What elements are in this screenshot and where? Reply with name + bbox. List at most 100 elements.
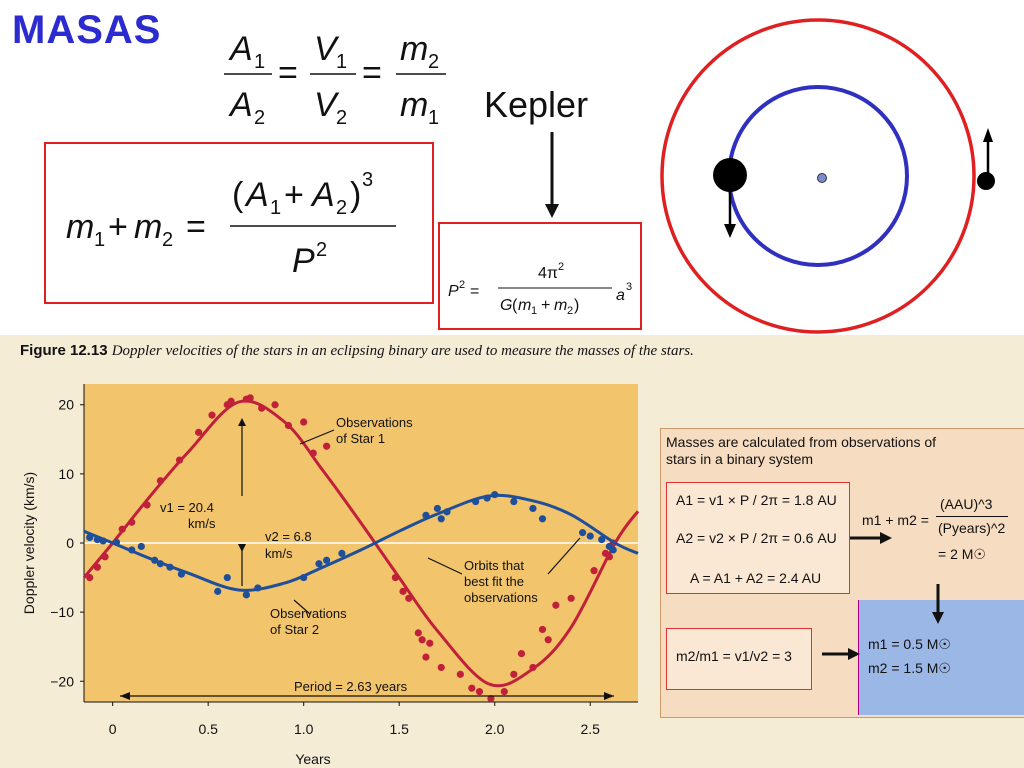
svg-text:+: +: [108, 208, 128, 246]
data-point-1: [456, 670, 464, 678]
svg-text:1: 1: [336, 51, 347, 73]
svg-text:G: G: [500, 297, 512, 314]
data-point-1: [284, 421, 293, 430]
data-point-1: [258, 404, 266, 412]
y-tick-label: 20: [58, 397, 74, 413]
data-point-1: [118, 525, 126, 533]
data-point-2: [137, 542, 145, 551]
data-point-2: [223, 573, 231, 582]
data-point-2: [177, 570, 186, 578]
svg-text:1: 1: [270, 197, 281, 219]
data-point-2: [323, 556, 331, 564]
data-point-1: [529, 663, 537, 672]
svg-text:A: A: [228, 30, 253, 68]
semi-major-axis-box: [666, 482, 850, 594]
mass-panel-title: Masses are calculated from observations …: [666, 434, 937, 467]
massive-star: [713, 158, 747, 192]
slide-title: MASAS: [12, 8, 162, 52]
data-point-2: [538, 515, 547, 523]
caption-text: Doppler velocities of the stars in an ec…: [111, 343, 694, 359]
data-point-2: [99, 537, 107, 545]
svg-text:=: =: [186, 208, 206, 246]
mass-ratio-equation: m2/m1 = v1/v2 = 3: [676, 648, 792, 664]
y-tick-label: −10: [50, 604, 74, 620]
m1-result: m1 = 0.5 M☉: [868, 636, 951, 652]
svg-text:+: +: [541, 297, 550, 314]
svg-text:A: A: [310, 176, 335, 214]
data-point-1: [309, 449, 317, 457]
svg-text:m: m: [554, 297, 567, 314]
svg-text:=: =: [278, 54, 298, 92]
data-point-1: [300, 418, 308, 426]
svg-text:): ): [574, 297, 579, 314]
data-point-2: [214, 587, 222, 595]
sum-mass-denominator: (Pyears)^2: [938, 520, 1006, 536]
mass-ratio-box: [666, 628, 812, 690]
figure-caption: Figure 12.13 Doppler velocities of the s…: [20, 342, 694, 360]
data-point-1: [538, 625, 547, 634]
data-point-2: [472, 497, 480, 506]
mass-result-panel: [858, 600, 1024, 715]
data-point-2: [422, 511, 430, 519]
orbit-diagram: [660, 18, 995, 334]
x-axis-label: Years: [295, 751, 330, 767]
y-tick-label: 10: [58, 466, 74, 482]
data-point-2: [491, 491, 499, 499]
kepler-label: Kepler: [484, 84, 589, 125]
period-arrow-right: [604, 692, 614, 700]
data-point-1: [605, 553, 613, 561]
v2-arrow-down: [238, 544, 246, 552]
data-point-2: [437, 515, 445, 523]
data-point-1: [487, 694, 495, 703]
annot-v2-line1: v2 = 6.8: [265, 529, 312, 544]
star2-arrowhead: [983, 128, 993, 142]
svg-text:=: =: [470, 283, 479, 300]
caption-label: Figure 12.13: [20, 342, 108, 359]
data-point-1: [552, 601, 560, 609]
data-point-1: [128, 518, 136, 526]
data-point-2: [254, 584, 262, 592]
small-star: [977, 172, 995, 190]
period-arrow-left: [120, 692, 130, 700]
data-point-2: [242, 591, 250, 599]
data-point-1: [437, 663, 445, 672]
annot-v1-line1: v1 = 20.4: [160, 500, 214, 515]
x-tick-label: 0.5: [198, 721, 218, 737]
data-point-1: [208, 411, 216, 419]
svg-text:1: 1: [94, 229, 105, 251]
svg-text:m: m: [134, 208, 162, 246]
data-point-2: [300, 573, 308, 582]
annot-orbits-line3: observations: [464, 590, 538, 605]
data-point-1: [143, 501, 151, 509]
data-point-1: [414, 629, 422, 637]
center-of-mass-dot: [817, 173, 827, 183]
a1-equation: A1 = v1 × P / 2π = 1.8 AU: [676, 492, 837, 508]
svg-text:a: a: [616, 287, 625, 304]
a2-equation: A2 = v2 × P / 2π = 0.6 AU: [676, 530, 837, 546]
annot-obs-star1-line2: of Star 1: [336, 431, 385, 446]
svg-text:2: 2: [567, 305, 573, 317]
svg-text:1: 1: [531, 305, 537, 317]
data-point-1: [475, 688, 484, 696]
a-total-equation: A = A1 + A2 = 2.4 AU: [690, 570, 822, 586]
svg-text:): ): [350, 176, 361, 214]
annot-obs-star1-line1: Observations: [336, 415, 413, 430]
pointer-star1: [299, 429, 335, 445]
data-point-2: [93, 535, 101, 544]
data-point-2: [579, 529, 587, 537]
svg-text:1: 1: [254, 51, 265, 73]
data-point-1: [323, 442, 331, 450]
svg-text:3: 3: [362, 169, 373, 191]
annot-orbits-line1: Orbits that: [464, 558, 524, 573]
m2-result: m2 = 1.5 M☉: [868, 660, 951, 676]
data-point-1: [468, 684, 476, 692]
data-point-2: [433, 504, 442, 513]
svg-text:m: m: [66, 208, 94, 246]
annot-v1-line2: km/s: [188, 516, 216, 531]
data-point-1: [195, 428, 203, 436]
svg-text:(: (: [232, 176, 244, 214]
y-axis-label: Doppler velocity (km/s): [21, 472, 37, 614]
